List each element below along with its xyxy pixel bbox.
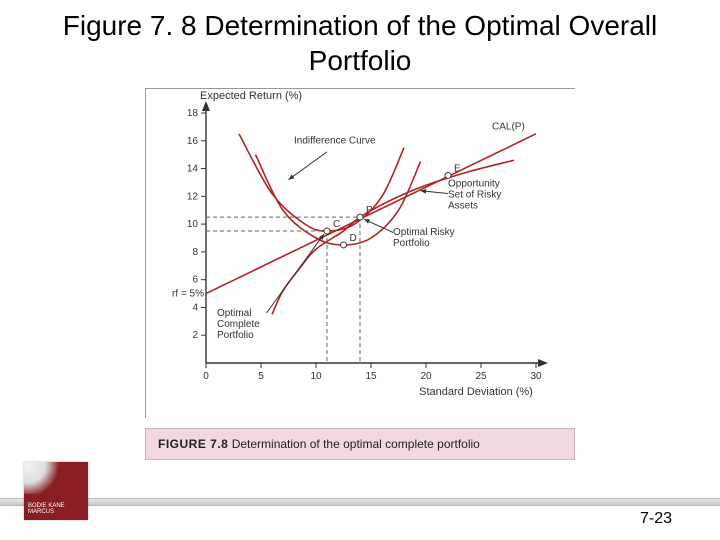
svg-text:P: P (366, 205, 373, 216)
svg-text:rf = 5%: rf = 5% (172, 289, 204, 300)
svg-text:Indifference Curve: Indifference Curve (294, 136, 376, 147)
svg-text:C: C (333, 219, 340, 230)
svg-text:14: 14 (187, 164, 199, 175)
svg-text:25: 25 (475, 371, 487, 382)
figure-caption-text: Determination of the optimal complete po… (232, 437, 480, 451)
figure-caption-box: FIGURE 7.8 Determination of the optimal … (145, 428, 575, 460)
svg-text:Expected Return (%): Expected Return (%) (200, 90, 302, 102)
publisher-logo: BODIE KANE MARCUS (24, 462, 88, 520)
slide-footer: BODIE KANE MARCUS 7-23 (0, 482, 720, 526)
svg-text:E: E (454, 164, 461, 175)
figure-number: FIGURE 7.8 (158, 437, 228, 451)
svg-text:2: 2 (192, 330, 198, 341)
svg-text:4: 4 (192, 302, 198, 313)
chart-container: 0 5 10 15 20 25 30 2 4 6 8 10 12 14 16 18 rf = 5% Expecte… (145, 88, 575, 418)
footer-divider (0, 498, 720, 506)
logo-text: BODIE KANE MARCUS (28, 503, 84, 516)
svg-text:12: 12 (187, 191, 199, 202)
svg-text:15: 15 (365, 371, 377, 382)
svg-text:Standard Deviation (%): Standard Deviation (%) (419, 386, 533, 398)
svg-text:30: 30 (530, 371, 542, 382)
svg-text:6: 6 (192, 275, 198, 286)
svg-text:18: 18 (187, 108, 199, 119)
slide-title: Figure 7. 8 Determination of the Optimal… (0, 0, 720, 78)
svg-text:8: 8 (192, 247, 198, 258)
svg-text:CAL(P): CAL(P) (492, 122, 525, 133)
portfolio-chart: 0 5 10 15 20 25 30 2 4 6 8 10 12 14 16 18 rf = 5% Expecte… (146, 89, 576, 419)
page-number: 7-23 (640, 510, 672, 528)
svg-text:16: 16 (187, 136, 199, 147)
svg-text:5: 5 (258, 371, 264, 382)
svg-text:0: 0 (203, 371, 209, 382)
svg-text:20: 20 (420, 371, 432, 382)
svg-text:10: 10 (187, 219, 199, 230)
svg-text:D: D (350, 233, 357, 244)
svg-text:10: 10 (310, 371, 322, 382)
